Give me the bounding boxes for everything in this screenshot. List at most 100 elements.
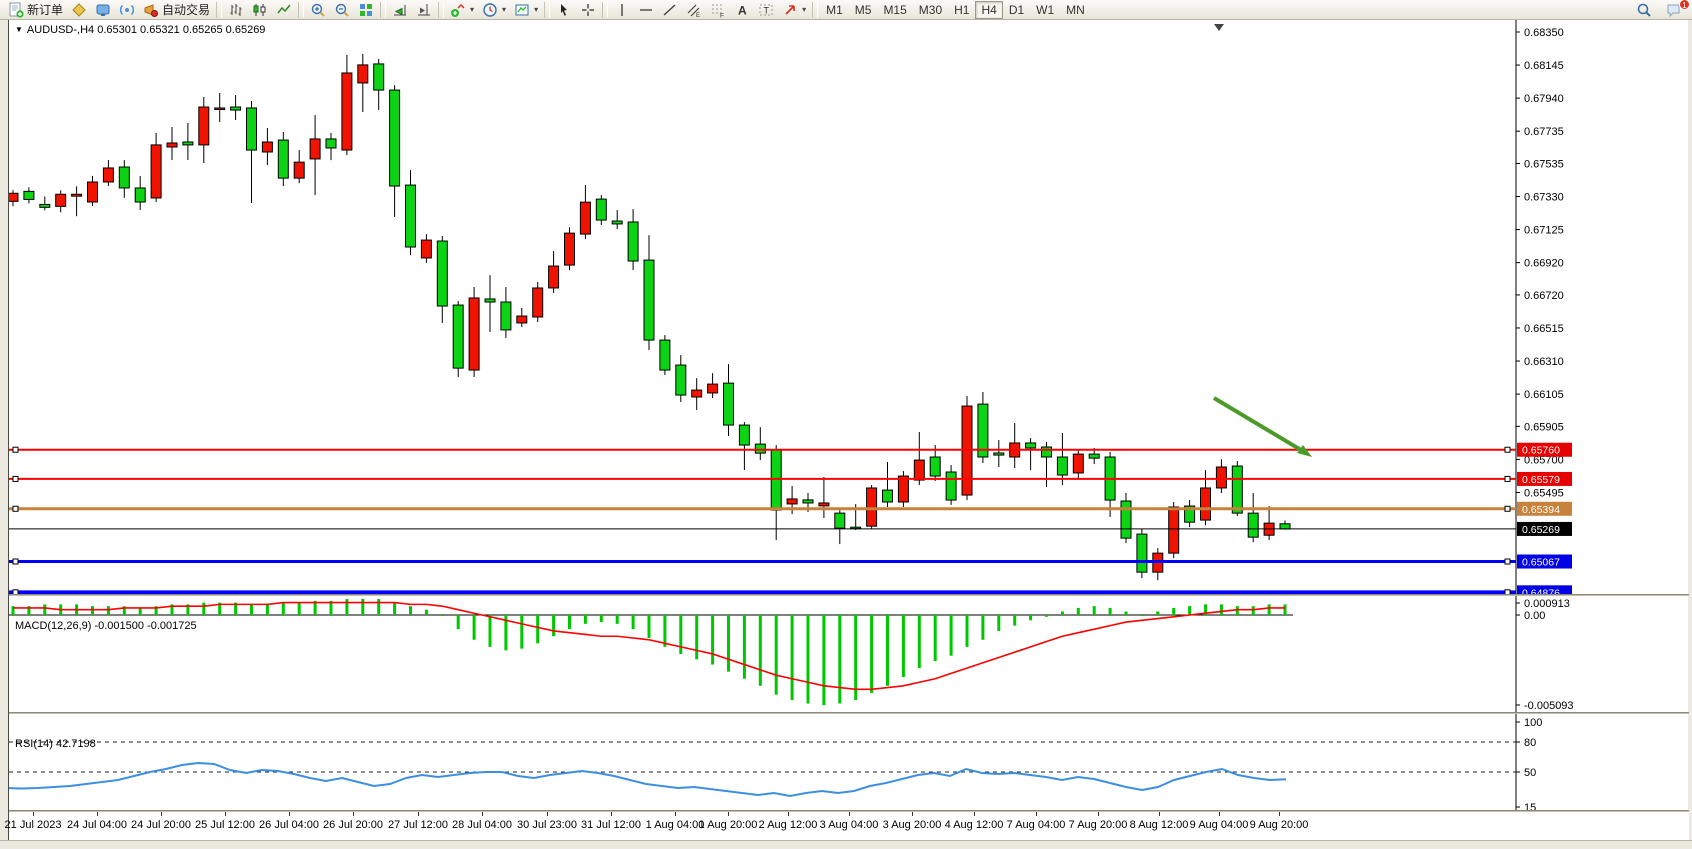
search-button[interactable] [1632,1,1656,19]
price-tick-label: 0.68350 [1524,27,1564,39]
periods-button[interactable]: ▾ [478,1,510,19]
macd-histogram-bar [234,602,238,615]
chart-menu-icon[interactable]: ▼ [15,25,23,34]
time-tick [547,812,548,816]
zoom-out-button[interactable] [330,1,354,19]
line-handle[interactable] [12,558,19,565]
auto-scroll-button[interactable] [388,1,412,19]
line-handle[interactable] [12,446,19,453]
candle [325,132,337,161]
line-handle[interactable] [12,589,19,594]
price-tick-label: 0.67330 [1524,192,1564,204]
macd-histogram-bar [965,615,969,647]
trendline-icon [662,2,678,18]
candle [961,396,973,501]
equidistant-channel-button[interactable]: E [682,1,706,19]
macd-histogram-bar [870,615,874,693]
cursor-button[interactable] [552,1,576,19]
timeframe-h4[interactable]: H4 [975,0,1003,19]
macd-histogram-bar [409,606,412,615]
chart-window[interactable]: ▼ AUDUSD-,H4 0.65301 0.65321 0.65265 0.65… [5,20,1689,840]
candle [1136,529,1148,579]
zoom-in-button[interactable] [306,1,330,19]
chart-shift-marker[interactable] [1214,24,1224,31]
timeframe-m1[interactable]: M1 [820,1,849,19]
line-handle[interactable] [1504,475,1511,482]
pane-splitter[interactable] [9,712,1689,714]
timeframe-w1[interactable]: W1 [1030,1,1060,19]
chart-shift-button[interactable] [412,1,436,19]
chevron-down-icon: ▾ [470,5,475,14]
time-tick [1219,812,1220,816]
macd-histogram-bar [901,615,905,677]
line-handle[interactable] [12,475,19,482]
chart-title: ▼ AUDUSD-,H4 0.65301 0.65321 0.65265 0.65… [15,24,265,36]
zoom-in-icon [310,2,326,18]
candle [897,471,909,507]
line-handle[interactable] [1504,505,1511,512]
candle [1168,502,1180,559]
time-tick-label: 2 Aug 12:00 [758,819,818,831]
new-order-button[interactable]: 新订单 [4,1,67,19]
line-handle[interactable] [1504,589,1511,594]
timeframe-h1[interactable]: H1 [948,1,975,19]
macd-histogram-bar [774,615,778,695]
arrow-object-head[interactable] [1297,445,1312,457]
vertical-line-button[interactable] [610,1,634,19]
horizontal-line-button[interactable] [634,1,658,19]
text-button[interactable]: A [730,1,754,19]
time-axis[interactable]: 21 Jul 2023 24 Jul 04:00 24 Jul 20:00 25 Ju… [5,812,1689,840]
arrows-button[interactable]: ▾ [778,1,810,19]
macd-histogram-bar [615,615,619,624]
candle [182,122,194,161]
signals-button[interactable] [115,1,139,19]
line-handle[interactable] [1504,446,1511,453]
time-tick-label: 27 Jul 12:00 [388,819,448,831]
macd-histogram-bar [345,599,349,615]
time-tick [225,812,226,816]
ea-navigator-button[interactable] [91,1,115,19]
new-order-button-label: 新订单 [27,3,64,17]
line-handle[interactable] [12,505,19,512]
time-tick-label: 28 Jul 04:00 [452,819,512,831]
line-chart-button[interactable] [272,1,296,19]
bar-chart-icon [228,2,244,18]
timeframe-d1[interactable]: D1 [1003,1,1030,19]
macd-histogram-bar [886,615,889,686]
arrow-object[interactable] [1212,396,1303,452]
periods-icon [482,2,498,18]
pane-splitter[interactable] [9,594,1689,596]
timeframe-mn[interactable]: MN [1060,1,1091,19]
candle [150,132,162,202]
price-pane[interactable]: 0.68350 0.68145 0.67940 0.67735 0.67535 0.673… [9,20,1689,594]
trendline-button[interactable] [658,1,682,19]
time-tick-label: 21 Jul 2023 [4,819,62,831]
tile-windows-button[interactable] [354,1,378,19]
auto-trading-button[interactable]: 自动交易 [139,1,214,19]
macd-histogram-bar [695,615,699,660]
macd-histogram-bar [265,604,269,615]
timeframe-m5-label: M5 [854,2,872,17]
indicators-button[interactable]: ▾ [446,1,478,19]
timeframe-m30[interactable]: M30 [913,1,948,19]
tile-windows-icon [358,2,374,18]
templates-button[interactable]: ▾ [510,1,542,19]
crosshair-button[interactable] [576,1,600,19]
market-watch-button[interactable] [67,1,91,19]
rsi-pane[interactable]: 100 80 50 15 [9,714,1689,810]
notifications-button[interactable]: 1 [1662,0,1690,19]
candle [261,127,273,166]
fibonacci-button[interactable]: F [706,1,730,19]
candle [611,210,623,230]
candle [484,275,496,332]
candle [1279,520,1291,530]
candlestick-chart-button[interactable] [248,1,272,19]
bar-chart-button[interactable] [224,1,248,19]
timeframe-m5[interactable]: M5 [849,1,878,19]
timeframe-m15[interactable]: M15 [877,1,912,19]
candle [834,510,846,545]
line-handle[interactable] [1504,558,1511,565]
text-label-button[interactable]: T [754,1,778,19]
price-tick-label: 0.67940 [1524,93,1564,105]
